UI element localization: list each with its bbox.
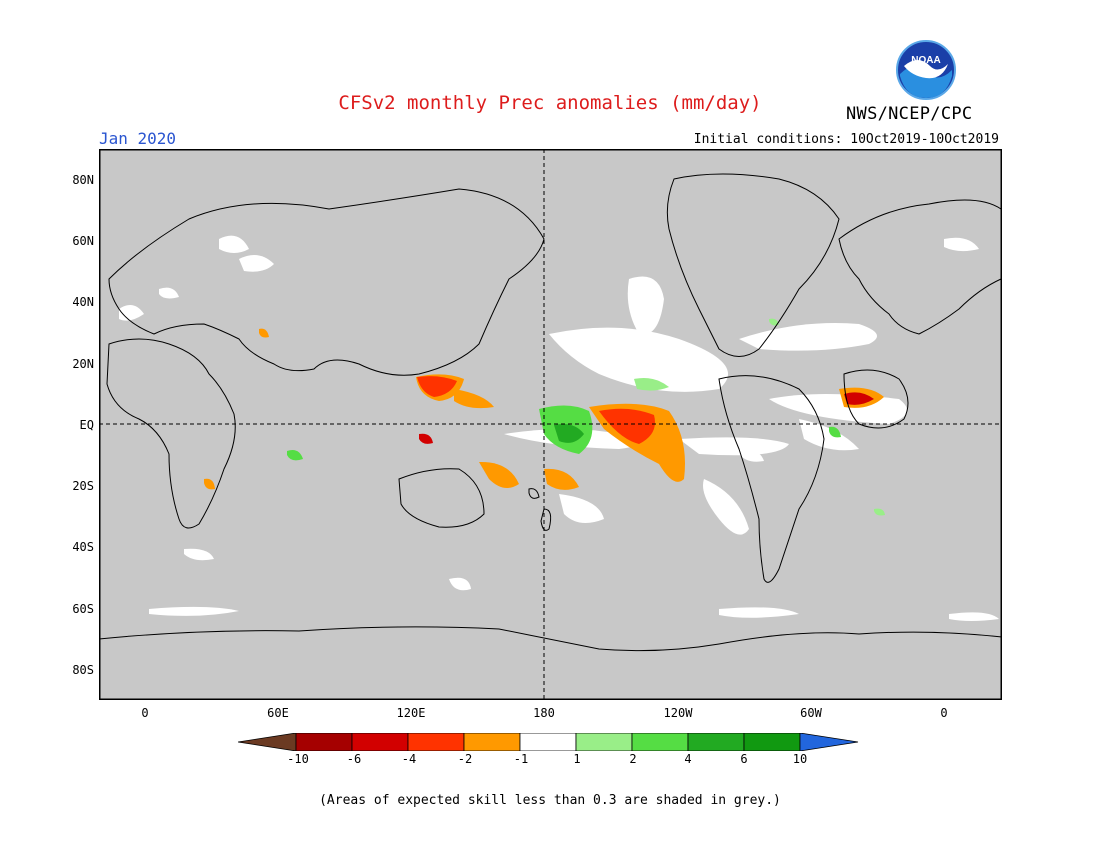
colorbar-arrow-low — [238, 733, 297, 751]
lat-label-60n: 60N — [72, 234, 94, 248]
lon-label-120e: 120E — [396, 706, 426, 720]
colorbar-segment — [295, 733, 353, 751]
initial-conditions: Initial conditions: 10Oct2019-10Oct2019 — [693, 132, 999, 147]
colorbar-segment — [519, 733, 577, 751]
lat-label-40s: 40S — [72, 540, 94, 554]
lon-label-120w: 120W — [663, 706, 693, 720]
map-title: CFSv2 monthly Prec anomalies (mm/day) — [338, 92, 762, 114]
coastlines — [99, 173, 1002, 652]
colorbar-segment — [351, 733, 409, 751]
precip-anomaly-map — [99, 149, 1002, 700]
lon-label-0-west: 0 — [141, 706, 149, 720]
lat-label-80n: 80N — [72, 173, 94, 187]
forecast-month: Jan 2020 — [99, 129, 177, 148]
lat-label-20s: 20S — [72, 479, 94, 493]
lon-label-0-east: 0 — [940, 706, 948, 720]
colorbar-segment — [407, 733, 465, 751]
skill-footnote: (Areas of expected skill less than 0.3 a… — [319, 793, 781, 808]
wet-anomaly-areas — [287, 318, 885, 516]
lat-label-40n: 40N — [72, 295, 94, 309]
lat-label-80s: 80S — [72, 663, 94, 677]
colorbar-segment — [743, 733, 801, 751]
noaa-logo: NOAA — [896, 40, 956, 100]
reference-lines — [99, 149, 1002, 700]
colorbar-label-6: 6 — [740, 752, 748, 766]
colorbar-segment — [575, 733, 633, 751]
lon-label-60e: 60E — [267, 706, 289, 720]
lat-label-eq: EQ — [79, 418, 94, 432]
lat-label-20n: 20N — [72, 357, 94, 371]
colorbar-label-neg2: -2 — [457, 752, 473, 766]
colorbar-segment — [687, 733, 745, 751]
lon-label-180: 180 — [533, 706, 555, 720]
lat-label-60s: 60S — [72, 602, 94, 616]
colorbar-label-2: 2 — [629, 752, 637, 766]
map-frame — [99, 149, 1002, 700]
colorbar-label-10: 10 — [792, 752, 808, 766]
colorbar-segment — [631, 733, 689, 751]
noaa-logo-text: NOAA — [911, 55, 940, 66]
colorbar — [238, 733, 859, 751]
colorbar-arrow-high — [799, 733, 859, 751]
colorbar-label-4: 4 — [684, 752, 692, 766]
colorbar-label-neg10: -10 — [287, 752, 309, 766]
colorbar-segment — [463, 733, 521, 751]
colorbar-label-neg4: -4 — [401, 752, 417, 766]
agency-label: NWS/NCEP/CPC — [846, 104, 973, 124]
colorbar-label-neg6: -6 — [346, 752, 362, 766]
colorbar-label-1: 1 — [573, 752, 581, 766]
dry-anomaly-areas — [204, 328, 884, 490]
lon-label-60w: 60W — [800, 706, 822, 720]
colorbar-label-neg1: -1 — [513, 752, 529, 766]
